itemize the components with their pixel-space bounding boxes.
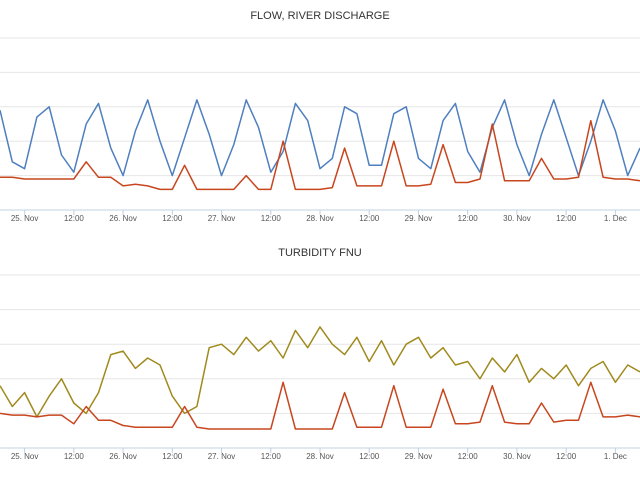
series-line (0, 381, 640, 430)
chart-title: FLOW, RIVER DISCHARGE (250, 10, 389, 22)
x-tick-label: 12:00 (458, 214, 479, 223)
x-tick-label: 12:00 (261, 214, 282, 223)
x-tick-label: 25. Nov (11, 452, 39, 461)
x-tick-label: 26. Nov (109, 452, 137, 461)
x-tick-label: 29. Nov (405, 214, 433, 223)
x-tick-label: 28. Nov (306, 452, 334, 461)
x-tick-label: 12:00 (64, 452, 85, 461)
x-tick-label: 27. Nov (208, 214, 236, 223)
x-tick-label: 12:00 (556, 214, 577, 223)
x-tick-label: 28. Nov (306, 214, 334, 223)
x-tick-label: 12:00 (261, 452, 282, 461)
chart-title: TURBIDITY FNU (278, 247, 362, 259)
x-tick-label: 25. Nov (11, 214, 39, 223)
x-tick-label: 12:00 (162, 452, 183, 461)
x-tick-label: 12:00 (556, 452, 577, 461)
x-tick-label: 27. Nov (208, 452, 236, 461)
x-tick-label: 12:00 (359, 452, 380, 461)
series-line (0, 99, 640, 177)
series-line (0, 326, 640, 418)
x-tick-label: 12:00 (458, 452, 479, 461)
x-tick-label: 1. Dec (604, 452, 627, 461)
x-tick-label: 1. Dec (604, 214, 627, 223)
x-tick-label: 12:00 (359, 214, 380, 223)
series-line (0, 119, 640, 191)
x-tick-label: 29. Nov (405, 452, 433, 461)
x-tick-label: 12:00 (64, 214, 85, 223)
x-tick-label: 30. Nov (503, 452, 531, 461)
x-tick-label: 12:00 (162, 214, 183, 223)
x-tick-label: 26. Nov (109, 214, 137, 223)
x-tick-label: 30. Nov (503, 214, 531, 223)
